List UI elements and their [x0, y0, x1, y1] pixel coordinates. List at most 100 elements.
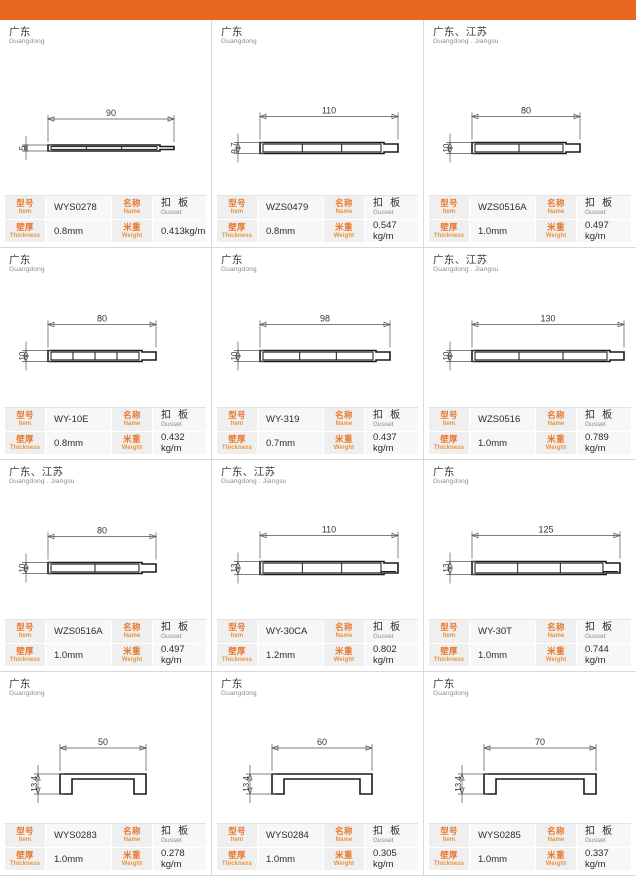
product-card[interactable]: 广东、江苏 Guangdong . Jiangsu 110 13 型号 Item … — [212, 460, 424, 672]
region-label-cn: 广东、江苏 — [433, 26, 488, 38]
weight-value: 0.432 kg/m — [152, 432, 206, 454]
name-key: 名称 Name — [324, 824, 364, 847]
weight-key-en: Weight — [333, 444, 355, 451]
item-key-en: Item — [18, 209, 32, 215]
spec-row-thickness-weight: 壁厚 Thickness 1.0mm 米重 Weight 0.278 kg/m — [5, 847, 206, 870]
name-key-cn: 名称 — [547, 411, 565, 421]
thickness-key: 壁厚 Thickness — [429, 220, 469, 242]
spec-row-item-name: 型号 Item WZS0516A 名称 Name 扣 板 Gusset — [5, 620, 206, 643]
name-value-cn: 扣 板 — [373, 197, 403, 209]
name-key: 名称 Name — [112, 620, 152, 643]
svg-text:10: 10 — [230, 351, 239, 360]
region-label-en: Guangdong — [433, 690, 469, 698]
cell-divider — [364, 824, 365, 847]
product-card[interactable]: 广东 Guangdong 80 10 型号 Item WY-10E 名称 — [0, 248, 212, 460]
cell-divider — [111, 196, 112, 219]
region-label: 广东 Guangdong — [433, 678, 469, 698]
item-value: WYS0285 — [470, 824, 535, 847]
product-card[interactable]: 广东、江苏 Guangdong . Jiangsu 80 10 型号 Item W… — [0, 460, 212, 672]
name-key: 名称 Name — [536, 196, 576, 219]
weight-key: 米重 Weight — [323, 848, 364, 870]
cell-divider — [151, 644, 153, 666]
cell-divider — [469, 824, 470, 847]
name-key-cn: 名称 — [547, 827, 565, 837]
name-key: 名称 Name — [536, 824, 576, 847]
cell-divider — [535, 408, 536, 431]
region-label: 广东 Guangdong — [433, 466, 469, 486]
cell-divider — [535, 432, 536, 454]
product-card[interactable]: 广东 Guangdong 110 9.7 型号 Item WZS0479 — [212, 20, 424, 248]
name-value-cn: 扣 板 — [161, 621, 191, 633]
name-value-en: Gusset — [161, 209, 182, 216]
cell-divider — [535, 196, 536, 219]
weight-key-cn: 米重 — [123, 434, 141, 445]
cell-divider — [257, 848, 258, 870]
thickness-key: 壁厚 Thickness — [429, 432, 469, 454]
svg-text:13: 13 — [442, 563, 451, 572]
thickness-key-en: Thickness — [221, 860, 253, 867]
product-card[interactable]: 广东、江苏 Guangdong . Jiangsu 80 10 型号 Item W… — [424, 20, 636, 248]
weight-key-cn: 米重 — [123, 850, 141, 861]
name-value: 扣 板 Gusset — [365, 196, 418, 219]
spec-row-thickness-weight: 壁厚 Thickness 0.7mm 米重 Weight 0.437 kg/m — [217, 431, 418, 454]
item-key-en: Item — [18, 837, 32, 843]
name-value-en: Gusset — [373, 209, 394, 216]
item-value: WZS0516 — [470, 408, 535, 431]
cell-divider — [152, 196, 153, 219]
spec-table: 型号 Item WZS0516A 名称 Name 扣 板 Gusset — [429, 195, 631, 242]
name-key-en: Name — [547, 421, 565, 427]
weight-value: 0.278 kg/m — [152, 848, 206, 870]
product-card[interactable]: 广东 Guangdong 98 10 型号 Item WY-319 名称 — [212, 248, 424, 460]
cell-divider — [323, 848, 324, 870]
thickness-key-en: Thickness — [9, 656, 41, 663]
item-key: 型号 Item — [429, 408, 469, 431]
name-value: 扣 板 Gusset — [365, 824, 418, 847]
product-card[interactable]: 广东 Guangdong 90 5 型号 Item WYS0278 名称 — [0, 20, 212, 248]
item-key-cn: 型号 — [228, 199, 246, 209]
thickness-value: 1.0mm — [470, 220, 535, 242]
product-card[interactable]: 广东 Guangdong 125 13 型号 Item WY-30T 名 — [424, 460, 636, 672]
name-value: 扣 板 Gusset — [365, 408, 418, 431]
cell-divider — [323, 644, 324, 666]
spec-row-item-name: 型号 Item WY-30T 名称 Name 扣 板 Gusset — [429, 620, 631, 643]
thickness-value: 1.0mm — [470, 432, 535, 454]
weight-value: 0.337 kg/m — [576, 848, 631, 870]
region-label: 广东、江苏 Guangdong . Jiangsu — [433, 254, 499, 274]
item-key: 型号 Item — [5, 196, 45, 219]
thickness-key-cn: 壁厚 — [228, 434, 246, 445]
product-card[interactable]: 广东 Guangdong 50 13.4 型号 Item WYS0283 — [0, 672, 212, 876]
thickness-key-cn: 壁厚 — [228, 646, 246, 657]
product-card[interactable]: 广东 Guangdong 60 13.4 型号 Item WYS0284 — [212, 672, 424, 876]
item-key-en: Item — [230, 209, 244, 215]
item-value: WYS0284 — [258, 824, 323, 847]
name-value-en: Gusset — [161, 633, 182, 640]
cell-divider — [45, 824, 46, 847]
cell-divider — [111, 848, 112, 870]
profile-drawing: 90 5 — [0, 86, 211, 206]
thickness-value: 0.7mm — [258, 432, 323, 454]
profile-drawing: 50 13.4 — [0, 718, 211, 838]
item-key-cn: 型号 — [440, 199, 458, 209]
item-key-en: Item — [442, 837, 456, 843]
product-card[interactable]: 广东、江苏 Guangdong . Jiangsu 130 10 型号 Item … — [424, 248, 636, 460]
cell-divider — [363, 220, 365, 242]
thickness-value: 1.0mm — [46, 644, 111, 666]
name-value-cn: 扣 板 — [373, 409, 403, 421]
profile-drawing: 130 10 — [424, 294, 636, 414]
item-key-en: Item — [18, 421, 32, 427]
cell-divider — [323, 824, 324, 847]
name-key-en: Name — [123, 209, 141, 215]
svg-text:60: 60 — [317, 737, 327, 747]
item-key: 型号 Item — [217, 824, 257, 847]
weight-key: 米重 Weight — [535, 644, 576, 666]
region-label-cn: 广东 — [9, 26, 31, 38]
name-value-en: Gusset — [373, 633, 394, 640]
item-key: 型号 Item — [429, 620, 469, 643]
item-key-cn: 型号 — [16, 623, 34, 633]
weight-key-cn: 米重 — [123, 646, 141, 657]
product-card[interactable]: 广东 Guangdong 70 13.4 型号 Item WYS0285 — [424, 672, 636, 876]
cell-divider — [45, 196, 46, 219]
name-key: 名称 Name — [324, 620, 364, 643]
spec-row-item-name: 型号 Item WYS0284 名称 Name 扣 板 Gusset — [217, 824, 418, 847]
weight-key-en: Weight — [121, 656, 143, 663]
